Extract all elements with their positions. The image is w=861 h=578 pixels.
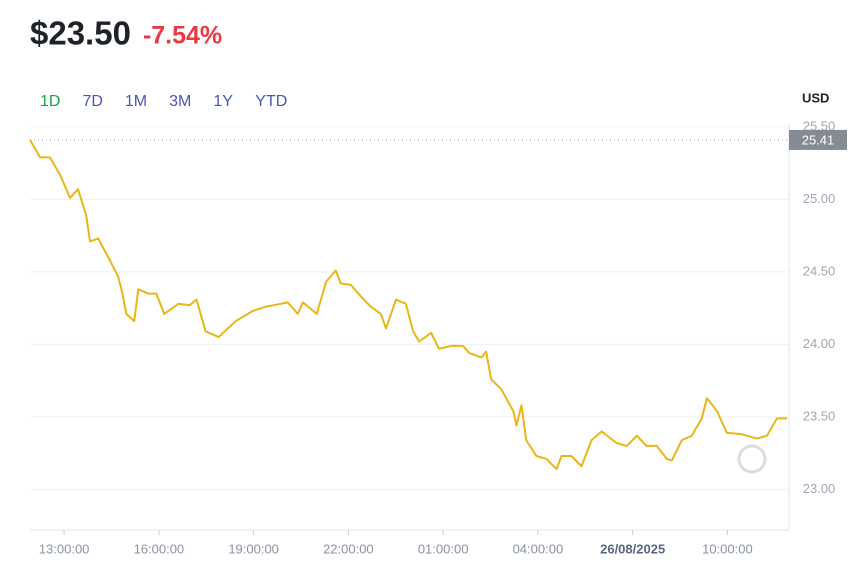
x-tick-label: 04:00:00 (513, 541, 564, 556)
x-tick-label: 10:00:00 (702, 541, 753, 556)
reference-label-box (789, 129, 847, 150)
price: $23.50 (30, 15, 131, 52)
y-tick-label: 24.00 (803, 336, 836, 351)
range-button[interactable]: 3M (169, 93, 191, 110)
x-tick-label: 26/08/2025 (600, 541, 665, 556)
x-tick-label: 19:00:00 (228, 541, 279, 556)
price-change: -7.54% (143, 22, 222, 50)
range-button[interactable]: 1M (125, 93, 147, 110)
watermark (737, 444, 767, 474)
range-button[interactable]: 7D (82, 93, 102, 110)
y-tick-label: 24.50 (803, 263, 836, 278)
x-tick-label: 22:00:00 (323, 541, 374, 556)
reference-label: 25.41 (802, 132, 835, 147)
y-tick-label: 23.00 (803, 481, 836, 496)
range-button[interactable]: 1Y (213, 93, 233, 110)
currency: USD (802, 90, 829, 105)
range-button[interactable]: YTD (255, 93, 287, 110)
y-tick-label: 25.50 (803, 118, 836, 133)
x-tick-label: 13:00:00 (39, 541, 90, 556)
x-tick-label: 16:00:00 (134, 541, 185, 556)
y-tick-label: 23.50 (803, 408, 836, 423)
price-line (29, 139, 788, 471)
y-tick-label: 25.00 (803, 191, 836, 206)
range-button[interactable]: 1D (40, 93, 60, 110)
x-tick-label: 01:00:00 (418, 541, 469, 556)
